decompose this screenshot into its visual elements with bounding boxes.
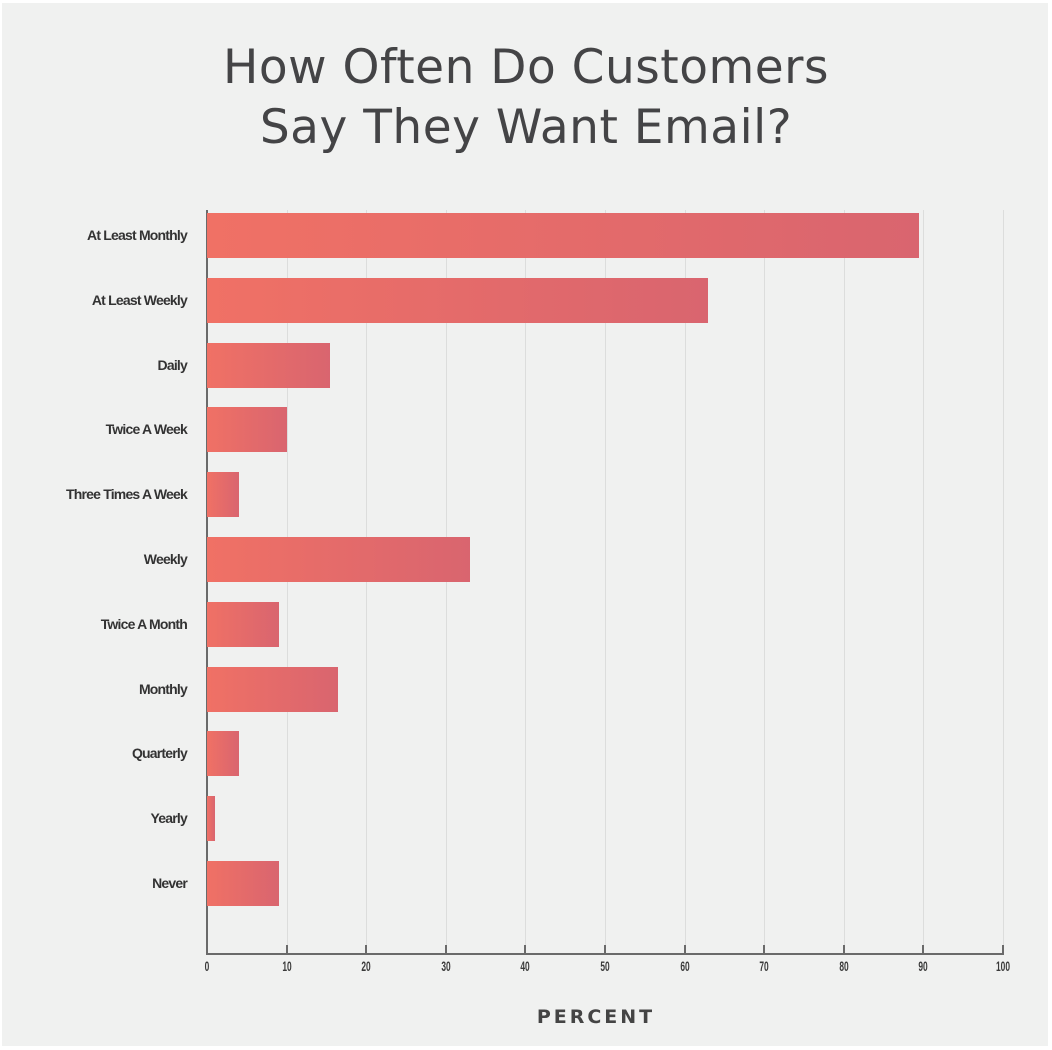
x-tick-label: 50 <box>600 958 610 974</box>
x-tick-label: 70 <box>759 958 769 974</box>
y-axis-line <box>206 210 208 955</box>
category-label: Twice A Month <box>100 615 188 632</box>
chart-title: How Often Do Customers Say They Want Ema… <box>0 38 1052 158</box>
x-tick <box>763 945 766 955</box>
x-tick <box>285 945 288 955</box>
bar <box>207 472 239 518</box>
bar <box>207 407 287 453</box>
gridline <box>286 210 288 955</box>
x-tick <box>524 945 527 955</box>
bar <box>207 861 279 906</box>
plot-area <box>206 210 1004 955</box>
x-tick-label: 90 <box>918 958 929 974</box>
x-tick-label: 60 <box>679 958 690 974</box>
x-tick <box>683 945 686 955</box>
x-tick <box>604 945 606 955</box>
chart-background <box>2 3 1048 1046</box>
category-label: Daily <box>157 356 188 373</box>
category-label: At Least Weekly <box>91 291 188 308</box>
bar <box>207 342 331 388</box>
x-tick <box>444 945 447 955</box>
x-tick <box>1002 945 1004 955</box>
gridline <box>923 210 925 955</box>
category-label: Twice A Week <box>105 421 188 438</box>
gridline <box>525 210 527 955</box>
gridline <box>1003 210 1004 955</box>
x-tick-label: 0 <box>204 958 210 974</box>
gridline <box>445 210 447 955</box>
category-label: Three Times A Week <box>66 486 188 503</box>
gridline <box>366 210 368 955</box>
bar <box>207 666 339 712</box>
bar <box>207 537 470 582</box>
category-label: At Least Monthly <box>87 227 188 243</box>
x-tick <box>365 945 368 955</box>
x-tick-label: 30 <box>441 958 451 974</box>
gridline <box>605 210 606 955</box>
gridline <box>764 210 766 955</box>
gridline <box>843 210 845 955</box>
x-axis-title: PERCENT <box>536 1006 656 1028</box>
category-label: Weekly <box>143 551 188 567</box>
category-label: Quarterly <box>131 745 188 762</box>
x-tick-label: 10 <box>281 958 292 974</box>
title-line-2: Say They Want Email? <box>259 100 793 155</box>
bar <box>207 796 215 842</box>
bar <box>207 277 709 323</box>
x-axis-line <box>206 953 1004 955</box>
x-tick <box>842 945 845 955</box>
x-tick-label: 40 <box>520 958 531 974</box>
x-tick-label: 100 <box>995 958 1011 974</box>
x-tick-label: 80 <box>839 958 849 974</box>
bar <box>207 731 239 777</box>
category-label: Never <box>152 875 188 891</box>
category-label: Yearly <box>150 810 188 827</box>
x-tick <box>922 945 925 955</box>
bar <box>207 601 279 647</box>
x-tick-label: 20 <box>361 958 371 974</box>
gridline <box>684 210 686 955</box>
title-line-1: How Often Do Customers <box>223 40 829 95</box>
bar <box>207 213 920 258</box>
category-label: Monthly <box>138 680 188 697</box>
